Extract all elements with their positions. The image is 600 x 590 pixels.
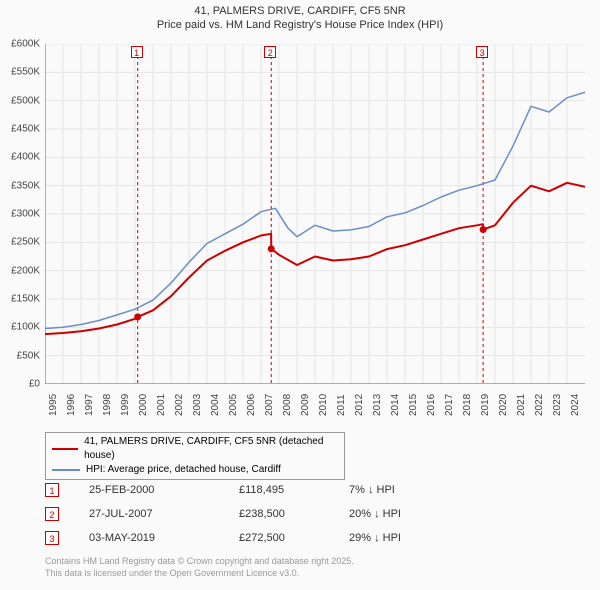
sale-diff: 20% ↓ HPI <box>349 508 449 520</box>
x-tick-label: 2013 <box>372 394 383 416</box>
sale-marker-2: 2 <box>45 507 59 521</box>
legend-label-hpi: HPI: Average price, detached house, Card… <box>86 463 281 477</box>
x-tick-label: 2003 <box>192 394 203 416</box>
legend-label-price-paid: 41, PALMERS DRIVE, CARDIFF, CF5 5NR (det… <box>84 435 338 463</box>
x-tick-label: 2006 <box>246 394 257 416</box>
y-tick-label: £350K <box>0 180 40 191</box>
legend: 41, PALMERS DRIVE, CARDIFF, CF5 5NR (det… <box>45 432 345 480</box>
sale-date: 25-FEB-2000 <box>89 484 239 496</box>
y-tick-label: £500K <box>0 95 40 106</box>
footer-license: This data is licensed under the Open Gov… <box>45 568 354 580</box>
sale-date: 03-MAY-2019 <box>89 532 239 544</box>
y-tick-label: £250K <box>0 237 40 248</box>
sale-marker-1: 1 <box>45 483 59 497</box>
x-tick-label: 1999 <box>120 394 131 416</box>
y-tick-label: £150K <box>0 294 40 305</box>
x-tick-label: 1995 <box>48 394 59 416</box>
chart-sale-marker-1: 1 <box>131 46 143 58</box>
x-tick-label: 2022 <box>534 394 545 416</box>
x-tick-label: 2011 <box>336 394 347 416</box>
legend-row: 41, PALMERS DRIVE, CARDIFF, CF5 5NR (det… <box>52 435 338 463</box>
chart-area: 1 2 3 <box>45 44 585 384</box>
y-tick-label: £50K <box>0 350 40 361</box>
x-tick-label: 2017 <box>444 394 455 416</box>
title-block: 41, PALMERS DRIVE, CARDIFF, CF5 5NR Pric… <box>0 0 600 33</box>
table-row: 2 27-JUL-2007 £238,500 20% ↓ HPI <box>45 502 585 526</box>
x-tick-label: 1998 <box>102 394 113 416</box>
legend-row: HPI: Average price, detached house, Card… <box>52 463 338 477</box>
x-tick-label: 2018 <box>462 394 473 416</box>
x-tick-label: 2021 <box>516 394 527 416</box>
x-tick-label: 2019 <box>480 394 491 416</box>
sale-table: 1 25-FEB-2000 £118,495 7% ↓ HPI 2 27-JUL… <box>45 478 585 550</box>
x-tick-label: 2016 <box>426 394 437 416</box>
y-tick-label: £550K <box>0 67 40 78</box>
sale-price: £238,500 <box>239 508 349 520</box>
y-tick-label: £600K <box>0 39 40 50</box>
x-tick-label: 2024 <box>570 394 581 416</box>
title-line-1: 41, PALMERS DRIVE, CARDIFF, CF5 5NR <box>0 4 600 18</box>
y-tick-label: £450K <box>0 124 40 135</box>
legend-swatch-price-paid <box>52 448 78 450</box>
x-tick-label: 2002 <box>174 394 185 416</box>
chart-sale-marker-2: 2 <box>264 46 276 58</box>
x-axis-labels: 1995 1996 1997 1998 1999 2000 2001 2002 2003 2004… <box>45 386 585 426</box>
chart-sale-marker-3: 3 <box>476 46 488 58</box>
sale-date: 27-JUL-2007 <box>89 508 239 520</box>
x-tick-label: 2001 <box>156 394 167 416</box>
x-tick-label: 2012 <box>354 394 365 416</box>
sale-marker-3: 3 <box>45 531 59 545</box>
table-row: 3 03-MAY-2019 £272,500 29% ↓ HPI <box>45 526 585 550</box>
x-tick-label: 2020 <box>498 394 509 416</box>
x-tick-label: 2010 <box>318 394 329 416</box>
sale-price: £118,495 <box>239 484 349 496</box>
x-tick-label: 2007 <box>264 394 275 416</box>
x-tick-label: 2023 <box>552 394 563 416</box>
legend-swatch-hpi <box>52 469 80 471</box>
x-tick-label: 2009 <box>300 394 311 416</box>
table-row: 1 25-FEB-2000 £118,495 7% ↓ HPI <box>45 478 585 502</box>
x-tick-label: 2015 <box>408 394 419 416</box>
y-tick-label: £200K <box>0 265 40 276</box>
x-tick-label: 2004 <box>210 394 221 416</box>
footer: Contains HM Land Registry data © Crown c… <box>45 556 354 579</box>
sale-diff: 7% ↓ HPI <box>349 484 449 496</box>
y-tick-label: £0 <box>0 379 40 390</box>
sale-price: £272,500 <box>239 532 349 544</box>
footer-copyright: Contains HM Land Registry data © Crown c… <box>45 556 354 568</box>
y-tick-label: £300K <box>0 209 40 220</box>
title-line-2: Price paid vs. HM Land Registry's House … <box>0 18 600 32</box>
y-tick-label: £400K <box>0 152 40 163</box>
sale-diff: 29% ↓ HPI <box>349 532 449 544</box>
x-tick-label: 1996 <box>66 394 77 416</box>
x-tick-label: 2000 <box>138 394 149 416</box>
chart-container: 41, PALMERS DRIVE, CARDIFF, CF5 5NR Pric… <box>0 0 600 590</box>
x-tick-label: 1997 <box>84 394 95 416</box>
x-tick-label: 2008 <box>282 394 293 416</box>
x-tick-label: 2005 <box>228 394 239 416</box>
x-tick-label: 2014 <box>390 394 401 416</box>
chart-svg <box>45 44 585 384</box>
y-tick-label: £100K <box>0 322 40 333</box>
